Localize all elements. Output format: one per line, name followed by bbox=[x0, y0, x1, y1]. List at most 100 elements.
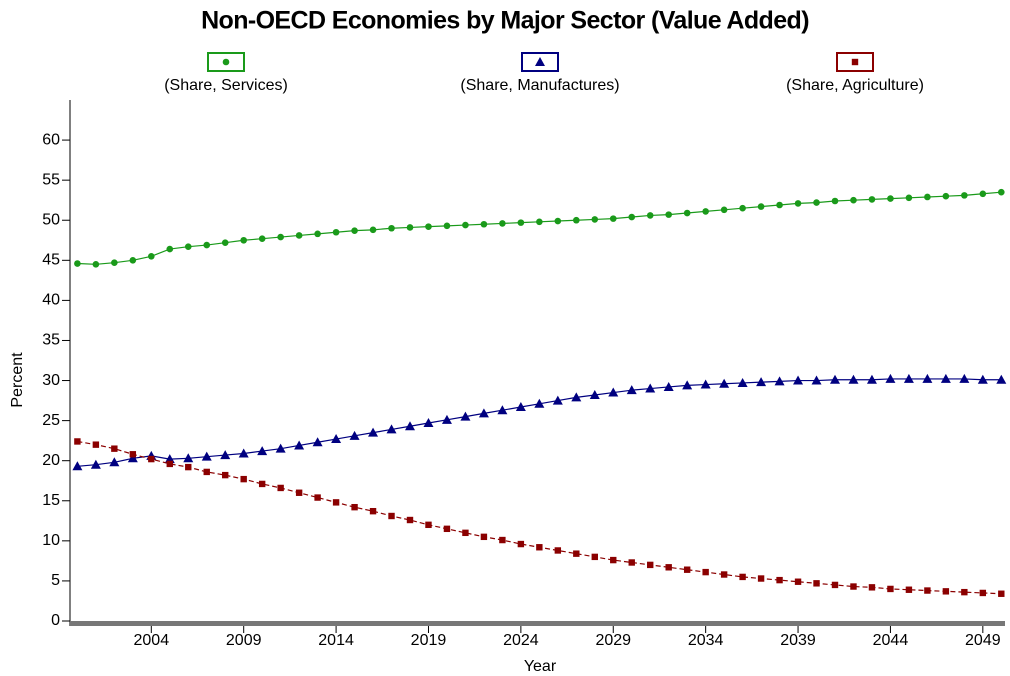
point bbox=[240, 236, 247, 244]
point bbox=[480, 220, 488, 228]
point bbox=[552, 395, 563, 405]
y-tick-label: 60 bbox=[42, 131, 60, 148]
point bbox=[848, 374, 859, 384]
point bbox=[295, 489, 303, 496]
chart-title: Non-OECD Economies by Major Sector (Valu… bbox=[201, 7, 809, 35]
point bbox=[940, 373, 951, 383]
point bbox=[959, 373, 970, 383]
point bbox=[406, 516, 414, 524]
point bbox=[499, 536, 506, 544]
point bbox=[534, 398, 545, 408]
point bbox=[258, 235, 266, 242]
point bbox=[866, 374, 877, 384]
point bbox=[739, 573, 746, 581]
point bbox=[903, 373, 914, 383]
point bbox=[977, 374, 988, 384]
point bbox=[683, 209, 691, 217]
point bbox=[386, 424, 397, 434]
point bbox=[277, 484, 284, 492]
y-tick-label: 0 bbox=[51, 612, 60, 629]
point bbox=[240, 475, 247, 483]
point bbox=[589, 389, 600, 399]
point bbox=[702, 568, 709, 576]
point bbox=[961, 588, 968, 596]
point bbox=[388, 512, 395, 520]
point bbox=[571, 392, 582, 402]
point bbox=[885, 373, 896, 383]
point bbox=[719, 378, 730, 388]
x-tick-label: 2039 bbox=[780, 632, 816, 649]
y-tick-label: 45 bbox=[42, 252, 60, 269]
series-line bbox=[77, 440, 1002, 595]
point bbox=[868, 584, 876, 591]
point bbox=[405, 421, 415, 431]
point bbox=[127, 453, 138, 463]
point bbox=[443, 222, 451, 230]
point bbox=[166, 245, 174, 253]
point bbox=[294, 440, 305, 450]
point bbox=[277, 233, 284, 241]
legend-label: (Share, Manufactures) bbox=[460, 77, 619, 94]
point bbox=[996, 374, 1007, 384]
point bbox=[369, 226, 377, 234]
point bbox=[979, 190, 987, 198]
point bbox=[756, 377, 767, 387]
point bbox=[148, 455, 155, 463]
y-tick-label: 35 bbox=[42, 332, 60, 349]
point bbox=[757, 203, 765, 210]
point bbox=[92, 441, 100, 448]
point bbox=[185, 463, 192, 471]
point bbox=[111, 445, 118, 452]
point bbox=[720, 206, 728, 214]
point bbox=[460, 411, 471, 421]
point bbox=[850, 196, 857, 204]
point bbox=[72, 461, 83, 471]
point bbox=[554, 547, 562, 554]
point bbox=[609, 215, 617, 222]
point bbox=[109, 457, 120, 467]
point bbox=[626, 385, 637, 395]
x-tick-label: 2019 bbox=[411, 632, 447, 649]
legend-marker bbox=[851, 58, 859, 66]
point bbox=[368, 427, 379, 437]
point bbox=[517, 540, 525, 548]
point bbox=[628, 213, 636, 221]
point bbox=[720, 571, 728, 578]
y-tick-label: 10 bbox=[42, 532, 60, 549]
y-tick-label: 55 bbox=[42, 171, 60, 188]
point bbox=[499, 220, 506, 227]
y-tick-label: 40 bbox=[42, 292, 60, 309]
x-tick-label: 2009 bbox=[226, 632, 262, 649]
x-tick-label: 2024 bbox=[503, 632, 539, 649]
point bbox=[222, 471, 229, 479]
point bbox=[74, 260, 81, 267]
point bbox=[92, 261, 100, 268]
point bbox=[129, 257, 137, 264]
point bbox=[663, 381, 674, 391]
point bbox=[332, 499, 340, 506]
point bbox=[887, 585, 894, 593]
point bbox=[682, 380, 693, 390]
point bbox=[776, 201, 783, 209]
point bbox=[203, 241, 211, 249]
point bbox=[922, 373, 933, 383]
point bbox=[702, 208, 709, 215]
point bbox=[536, 544, 543, 551]
point bbox=[554, 217, 562, 225]
point bbox=[257, 446, 268, 456]
point bbox=[610, 556, 617, 564]
point bbox=[573, 216, 580, 224]
point bbox=[794, 578, 802, 585]
point bbox=[905, 586, 913, 593]
x-tick-label: 2034 bbox=[688, 632, 724, 649]
point bbox=[478, 408, 489, 418]
point bbox=[831, 581, 839, 589]
point bbox=[203, 468, 210, 476]
point bbox=[443, 525, 451, 533]
x-axis bbox=[70, 621, 1005, 626]
y-tick-label: 20 bbox=[42, 452, 60, 469]
point bbox=[813, 580, 820, 587]
point bbox=[314, 494, 321, 501]
y-tick-label: 5 bbox=[51, 572, 60, 589]
